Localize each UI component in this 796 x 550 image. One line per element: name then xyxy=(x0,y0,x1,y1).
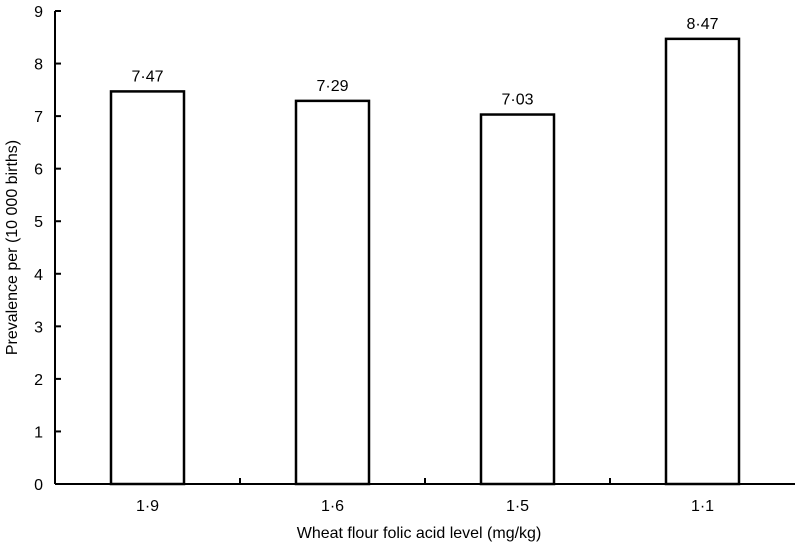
data-label: 8·47 xyxy=(686,16,718,33)
y-tick-label: 4 xyxy=(34,267,43,284)
data-labels: 7·47 7·29 7·03 8·47 xyxy=(131,16,718,109)
data-label: 7·03 xyxy=(501,92,533,109)
y-axis-title: Prevalence per (10 000 births) xyxy=(4,140,21,355)
bars-layer xyxy=(109,37,741,486)
y-tick-label: 3 xyxy=(34,319,43,336)
x-tick-label: 1·1 xyxy=(691,498,714,515)
y-tick-label: 5 xyxy=(34,214,43,231)
x-tick-label: 1·6 xyxy=(321,498,344,515)
x-tick-label: 1·5 xyxy=(506,498,529,515)
x-axis-title: Wheat flour folic acid level (mg/kg) xyxy=(297,525,542,542)
data-label: 7·47 xyxy=(131,68,163,85)
bar xyxy=(479,113,556,486)
y-tick-label: 7 xyxy=(34,109,43,126)
y-tick-label: 8 xyxy=(34,57,43,74)
y-tick-label: 1 xyxy=(34,424,43,441)
bar xyxy=(294,99,371,486)
bar xyxy=(664,37,741,486)
data-label: 7·29 xyxy=(316,78,348,95)
x-tick-label: 1·9 xyxy=(136,498,159,515)
y-tick-label: 0 xyxy=(34,477,43,494)
y-tick-label: 2 xyxy=(34,372,43,389)
y-tick-label: 6 xyxy=(34,162,43,179)
y-tick-label: 9 xyxy=(34,4,43,21)
y-ticks: 0 1 2 3 4 5 6 7 8 9 xyxy=(34,4,61,494)
bar xyxy=(109,90,186,486)
x-ticks: 1·9 1·6 1·5 1·1 xyxy=(136,478,714,515)
